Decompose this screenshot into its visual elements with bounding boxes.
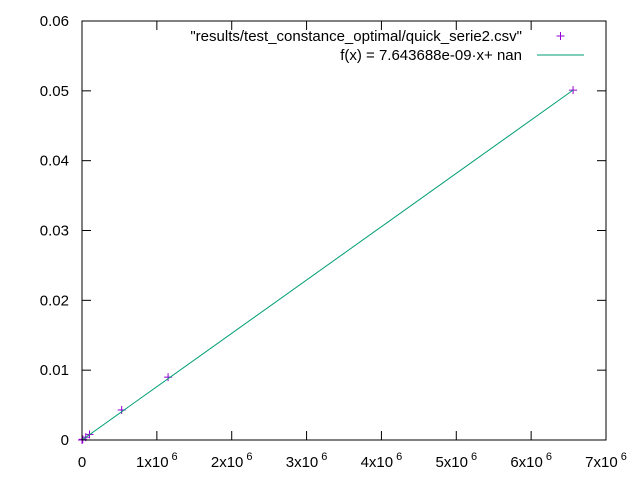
- legend-label: "results/test_constance_optimal/quick_se…: [190, 28, 522, 45]
- legend-point-sample: [556, 32, 565, 40]
- x-tick-label: 1x10 6: [136, 451, 178, 471]
- fit-line: [81, 89, 574, 441]
- x-axis: 0 1x10 6 2x10 6 3x10 6 4x10 6 5x10 6 6x10 6 7x10 6: [78, 21, 627, 471]
- y-tick-label: 0.06: [40, 13, 69, 30]
- y-tick-label: 0.01: [40, 362, 69, 379]
- x-tick-label: 4x10 6: [361, 451, 403, 471]
- x-tick-label: 6x10 6: [510, 451, 552, 471]
- x-tick-label: 7x10 6: [585, 451, 627, 471]
- y-tick-label: 0.04: [40, 153, 69, 170]
- legend: "results/test_constance_optimal/quick_se…: [190, 28, 584, 64]
- x-tick-label: 5x10 6: [435, 451, 477, 471]
- x-tick-label: 3x10 6: [286, 451, 328, 471]
- y-axis: 0 0.01 0.02 0.03 0.04 0.05 0.06: [40, 13, 606, 449]
- y-tick-label: 0.03: [40, 223, 69, 240]
- legend-label: f(x) = 7.643688e-09·x+ nan: [340, 47, 522, 64]
- y-tick-label: 0: [61, 432, 69, 449]
- y-tick-label: 0.05: [40, 83, 69, 100]
- plot-frame: [81, 20, 607, 441]
- y-tick-label: 0.02: [40, 292, 69, 309]
- x-tick-label: 2x10 6: [211, 451, 253, 471]
- x-tick-label: 0: [78, 454, 86, 471]
